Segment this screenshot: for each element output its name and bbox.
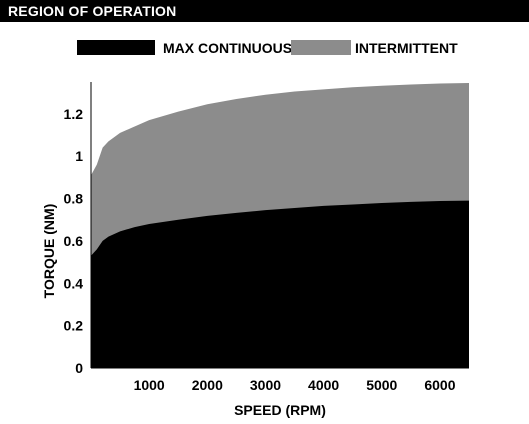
chart-title-bar: REGION OF OPERATION: [0, 0, 529, 22]
y-tick-label: 0.8: [64, 191, 84, 207]
chart-title: REGION OF OPERATION: [8, 3, 177, 19]
x-tick-label: 3000: [250, 377, 281, 393]
x-tick-label: 5000: [366, 377, 397, 393]
legend: MAX CONTINUOUS INTERMITTENT: [77, 40, 458, 56]
y-tick-label: 0.6: [64, 233, 84, 249]
x-axis-label: SPEED (RPM): [234, 402, 326, 418]
y-tick-label: 0.4: [64, 275, 84, 291]
x-tick-label: 1000: [134, 377, 165, 393]
chart-axes: [90, 82, 469, 369]
series-area-max-continuous: [91, 200, 469, 368]
y-axis-label: TORQUE (NM): [41, 204, 57, 299]
x-tick-label: 2000: [192, 377, 223, 393]
legend-label-max-continuous: MAX CONTINUOUS: [163, 40, 292, 56]
torque-speed-chart: MAX CONTINUOUS INTERMITTENT 1000 2000 3000 4…: [41, 40, 469, 418]
y-tick-label: 0.2: [64, 318, 84, 334]
y-axis-ticks: 0 0.2 0.4 0.6 0.8 1 1.2: [64, 106, 84, 376]
chart-areas: [91, 83, 469, 368]
legend-swatch-max-continuous: [77, 40, 155, 55]
y-tick-label: 1.2: [64, 106, 84, 122]
y-tick-label: 0: [75, 360, 83, 376]
legend-swatch-intermittent: [291, 40, 351, 55]
x-tick-label: 4000: [308, 377, 339, 393]
y-tick-label: 1: [75, 148, 83, 164]
x-tick-label: 6000: [424, 377, 455, 393]
x-axis-ticks: 1000 2000 3000 4000 5000 6000: [134, 377, 456, 393]
legend-label-intermittent: INTERMITTENT: [355, 40, 458, 56]
